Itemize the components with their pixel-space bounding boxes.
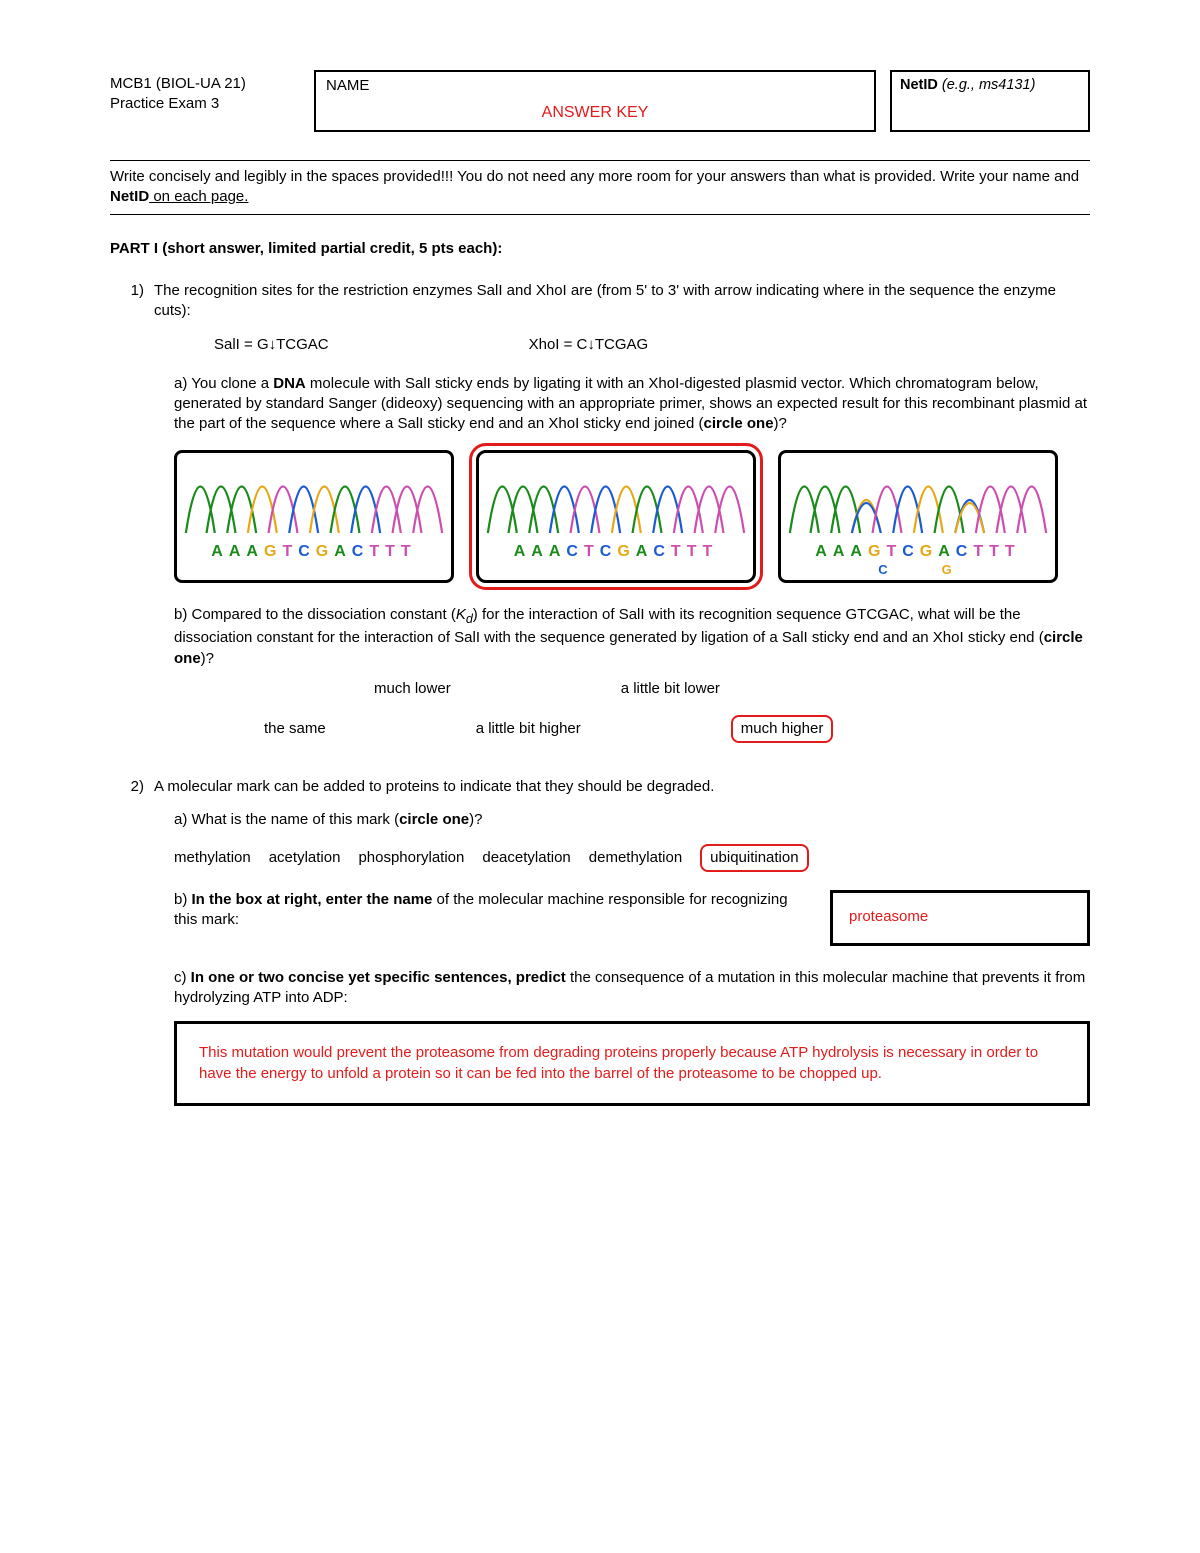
q2c-bold: In one or two concise yet specific sente… bbox=[191, 969, 566, 986]
q2a-circle: circle one bbox=[399, 811, 469, 828]
seq-3: AAAGTCGACTTT bbox=[785, 541, 1051, 563]
q1-stem: The recognition sites for the restrictio… bbox=[154, 281, 1090, 322]
opt-acetylation: acetylation bbox=[269, 848, 341, 868]
exam-page: MCB1 (BIOL-UA 21) Practice Exam 3 NAME A… bbox=[0, 0, 1200, 1553]
peaks-2 bbox=[486, 459, 746, 537]
q2b-bold: In the box at right, enter the name bbox=[192, 891, 433, 908]
q1b: b) Compared to the dissociation constant… bbox=[174, 605, 1090, 743]
opt-much-lower: much lower bbox=[374, 679, 451, 699]
q1b-pre: b) Compared to the dissociation constant… bbox=[174, 606, 456, 623]
instructions: Write concisely and legibly in the space… bbox=[110, 160, 1090, 215]
name-box: NAME ANSWER KEY bbox=[314, 70, 876, 132]
seq-2: AAACTCGACTTT bbox=[483, 541, 749, 563]
q2a-txt: a) What is the name of this mark ( bbox=[174, 811, 399, 828]
q1b-end: )? bbox=[201, 650, 214, 667]
q1-body: The recognition sites for the restrictio… bbox=[154, 281, 1090, 744]
seq-3-sub: C G bbox=[785, 561, 1051, 579]
q2b: b) In the box at right, enter the name o… bbox=[174, 890, 1090, 946]
sub-c: C bbox=[878, 562, 893, 577]
instr-text-2: on each page. bbox=[149, 188, 248, 205]
chromatogram-3: AAAGTCGACTTT C G bbox=[778, 450, 1058, 583]
question-2: 2) A molecular mark can be added to prot… bbox=[110, 777, 1090, 1106]
course-code: MCB1 (BIOL-UA 21) bbox=[110, 74, 300, 94]
xho-site: XhoI = C↓TCGAG bbox=[529, 335, 649, 355]
q1b-kdsub: d bbox=[466, 612, 473, 626]
q1a-txt: molecule with SalI sticky ends by ligati… bbox=[174, 375, 1087, 433]
q1a-pre: a) You clone a bbox=[174, 375, 273, 392]
q2b-lead: b) bbox=[174, 891, 192, 908]
opt-much-higher-answer: much higher bbox=[731, 715, 834, 743]
q1a: a) You clone a DNA molecule with SalI st… bbox=[174, 374, 1090, 584]
question-1: 1) The recognition sites for the restric… bbox=[110, 281, 1090, 744]
seq-1: AAAGTCGACTTT bbox=[181, 541, 447, 563]
chromatogram-row: AAAGTCGACTTT AAACTCGACTTT AAAGTCGACTTT C… bbox=[174, 450, 1090, 583]
exam-title: Practice Exam 3 bbox=[110, 94, 300, 114]
opt-little-lower: a little bit lower bbox=[621, 679, 720, 699]
sub-g: G bbox=[942, 562, 958, 577]
name-label: NAME bbox=[326, 77, 369, 94]
netid-box: NetID (e.g., ms4131) bbox=[890, 70, 1090, 132]
instr-netid: NetID bbox=[110, 188, 149, 205]
q2a-end: )? bbox=[469, 811, 482, 828]
q2-stem: A molecular mark can be added to protein… bbox=[154, 777, 1090, 797]
q1b-kd: K bbox=[456, 606, 466, 623]
opt-deacetylation: deacetylation bbox=[482, 848, 570, 868]
opt-methylation: methylation bbox=[174, 848, 251, 868]
chromatogram-1: AAAGTCGACTTT bbox=[174, 450, 454, 583]
q2b-answer-box: proteasome bbox=[830, 890, 1090, 946]
q2c-lead: c) bbox=[174, 969, 191, 986]
q1b-options: much lower a little bit lower the same a… bbox=[214, 679, 1090, 744]
q2c-answer-box: This mutation would prevent the proteaso… bbox=[174, 1021, 1090, 1107]
q2-number: 2) bbox=[110, 777, 154, 1106]
q2c: c) In one or two concise yet specific se… bbox=[174, 968, 1090, 1106]
opt-demethylation: demethylation bbox=[589, 848, 682, 868]
netid-label: NetID bbox=[900, 77, 938, 93]
part1-title: PART I (short answer, limited partial cr… bbox=[110, 239, 1090, 259]
q1a-end: )? bbox=[774, 415, 787, 432]
q1-number: 1) bbox=[110, 281, 154, 744]
netid-example: (e.g., ms4131) bbox=[942, 77, 1036, 93]
q2-body: A molecular mark can be added to protein… bbox=[154, 777, 1090, 1106]
instr-text-1: Write concisely and legibly in the space… bbox=[110, 168, 1079, 185]
course-block: MCB1 (BIOL-UA 21) Practice Exam 3 bbox=[110, 70, 300, 115]
opt-same: the same bbox=[264, 719, 326, 739]
q1a-dna: DNA bbox=[273, 375, 306, 392]
chromatogram-2-answer: AAACTCGACTTT bbox=[476, 450, 756, 583]
q2a: a) What is the name of this mark (circle… bbox=[174, 810, 1090, 873]
page-header: MCB1 (BIOL-UA 21) Practice Exam 3 NAME A… bbox=[110, 70, 1090, 132]
opt-ubiquitination-answer: ubiquitination bbox=[700, 844, 808, 872]
q1a-circle: circle one bbox=[704, 415, 774, 432]
peaks-1 bbox=[184, 459, 444, 537]
answer-key-label: ANSWER KEY bbox=[326, 102, 864, 124]
peaks-3 bbox=[788, 459, 1048, 537]
sal-site: SalI = G↓TCGAC bbox=[214, 335, 329, 355]
opt-little-higher: a little bit higher bbox=[476, 719, 581, 739]
q2a-options: methylation acetylation phosphorylation … bbox=[174, 844, 1090, 872]
enzyme-row: SalI = G↓TCGAC XhoI = C↓TCGAG bbox=[214, 335, 1090, 355]
opt-phosphorylation: phosphorylation bbox=[358, 848, 464, 868]
